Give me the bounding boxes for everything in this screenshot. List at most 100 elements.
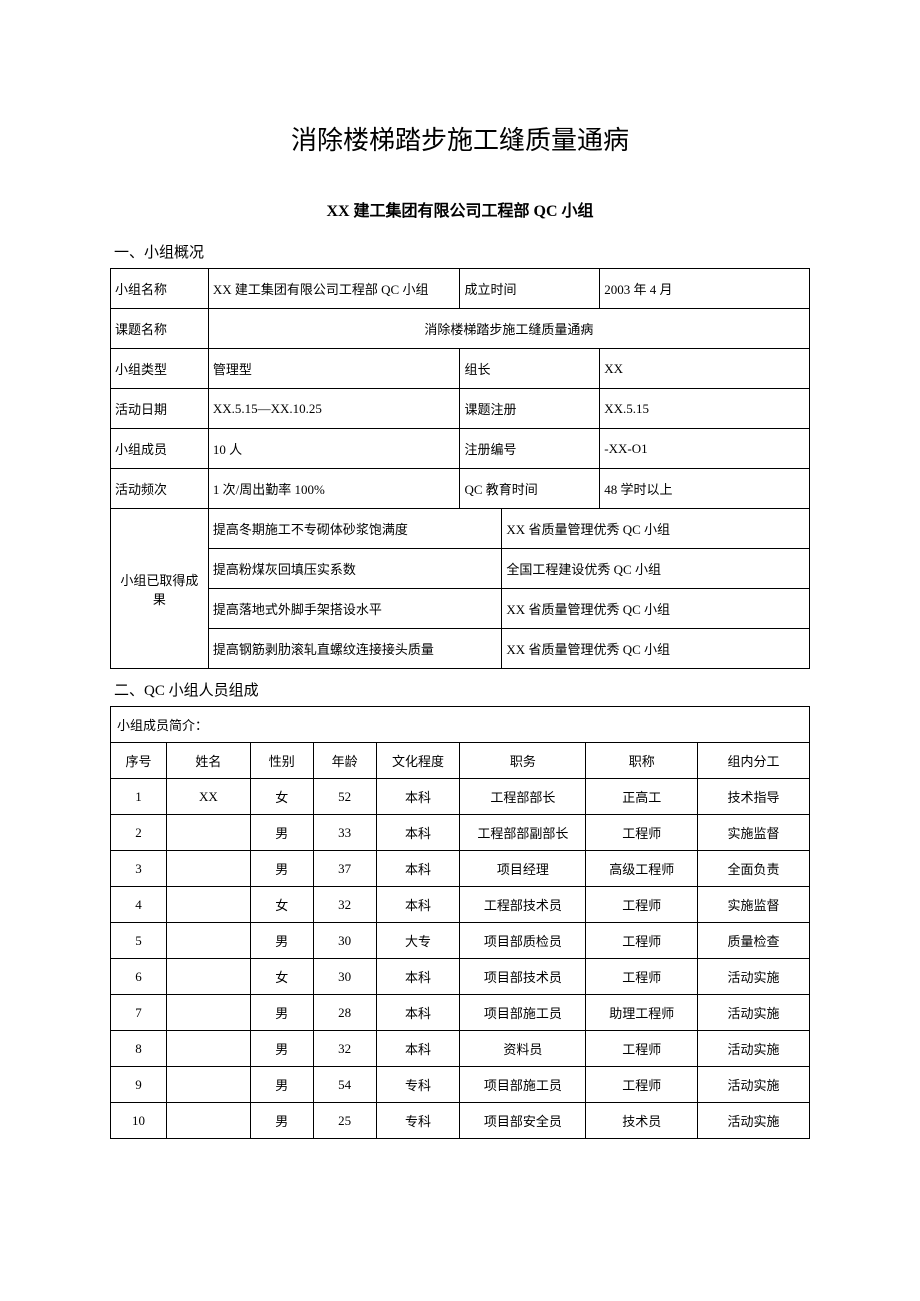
members-cell-8-0: 9 [111, 1067, 167, 1103]
members-cell-0-1: XX [166, 779, 250, 815]
members-cell-0-6: 正高工 [586, 779, 698, 815]
value-reg-no: -XX-O1 [600, 429, 810, 469]
members-cell-3-2: 女 [250, 887, 313, 923]
members-cell-4-2: 男 [250, 923, 313, 959]
members-cell-8-4: 专科 [376, 1067, 460, 1103]
label-topic-name: 课题名称 [111, 309, 209, 349]
members-cell-8-1 [166, 1067, 250, 1103]
label-topic-reg: 课题注册 [460, 389, 600, 429]
section-1-header: 一、小组概况 [114, 241, 810, 262]
members-cell-1-0: 2 [111, 815, 167, 851]
members-cell-9-5: 项目部安全员 [460, 1103, 586, 1139]
document-subtitle: XX 建工集团有限公司工程部 QC 小组 [110, 197, 810, 221]
label-members: 小组成员 [111, 429, 209, 469]
members-cell-6-7: 活动实施 [698, 995, 810, 1031]
members-cell-8-2: 男 [250, 1067, 313, 1103]
members-cell-7-1 [166, 1031, 250, 1067]
members-cell-1-7: 实施监督 [698, 815, 810, 851]
table-row: 5男30大专项目部质检员工程师质量检查 [111, 923, 810, 959]
members-cell-2-0: 3 [111, 851, 167, 887]
members-cell-8-5: 项目部施工员 [460, 1067, 586, 1103]
members-cell-9-2: 男 [250, 1103, 313, 1139]
members-cell-5-1 [166, 959, 250, 995]
table-row: 10男25专科项目部安全员技术员活动实施 [111, 1103, 810, 1139]
members-cell-7-6: 工程师 [586, 1031, 698, 1067]
members-header-1: 姓名 [166, 743, 250, 779]
members-cell-9-1 [166, 1103, 250, 1139]
members-header-row: 序号姓名性别年龄文化程度职务职称组内分工 [111, 743, 810, 779]
section-2-header: 二、QC 小组人员组成 [114, 679, 810, 700]
members-cell-5-0: 6 [111, 959, 167, 995]
members-cell-8-3: 54 [313, 1067, 376, 1103]
label-qc-edu: QC 教育时间 [460, 469, 600, 509]
members-cell-5-4: 本科 [376, 959, 460, 995]
label-frequency: 活动频次 [111, 469, 209, 509]
label-achievements: 小组已取得成果 [111, 509, 209, 669]
table-row: 4女32本科工程部技术员工程师实施监督 [111, 887, 810, 923]
members-header-0: 序号 [111, 743, 167, 779]
value-topic-name: 消除楼梯踏步施工缝质量通病 [208, 309, 809, 349]
members-cell-4-4: 大专 [376, 923, 460, 959]
label-group-name: 小组名称 [111, 269, 209, 309]
label-reg-no: 注册编号 [460, 429, 600, 469]
members-cell-4-5: 项目部质检员 [460, 923, 586, 959]
members-cell-9-6: 技术员 [586, 1103, 698, 1139]
label-establish-time: 成立时间 [460, 269, 600, 309]
members-cell-6-0: 7 [111, 995, 167, 1031]
members-cell-1-4: 本科 [376, 815, 460, 851]
members-cell-8-7: 活动实施 [698, 1067, 810, 1103]
table-row: 3 男37本科项目经理高级工程师全面负责 [111, 851, 810, 887]
achievement-award-1: 全国工程建设优秀 QC 小组 [502, 549, 810, 589]
members-header-3: 年龄 [313, 743, 376, 779]
members-header-2: 性别 [250, 743, 313, 779]
achievement-item-0: 提高冬期施工不专砌体砂浆饱满度 [208, 509, 502, 549]
members-cell-6-3: 28 [313, 995, 376, 1031]
members-cell-3-3: 32 [313, 887, 376, 923]
members-cell-6-4: 本科 [376, 995, 460, 1031]
members-cell-1-1 [166, 815, 250, 851]
members-cell-3-6: 工程师 [586, 887, 698, 923]
members-header-6: 职称 [586, 743, 698, 779]
members-cell-0-2: 女 [250, 779, 313, 815]
members-cell-6-6: 助理工程师 [586, 995, 698, 1031]
value-qc-edu: 48 学时以上 [600, 469, 810, 509]
members-cell-2-3: 37 [313, 851, 376, 887]
members-cell-2-4: 本科 [376, 851, 460, 887]
members-header-5: 职务 [460, 743, 586, 779]
members-cell-7-0: 8 [111, 1031, 167, 1067]
members-cell-0-0: 1 [111, 779, 167, 815]
members-cell-2-5: 项目经理 [460, 851, 586, 887]
members-cell-0-3: 52 [313, 779, 376, 815]
members-cell-6-5: 项目部施工员 [460, 995, 586, 1031]
group-overview-table: 小组名称 XX 建工集团有限公司工程部 QC 小组 成立时间 2003 年 4 … [110, 268, 810, 669]
members-cell-2-6: 高级工程师 [586, 851, 698, 887]
members-cell-5-7: 活动实施 [698, 959, 810, 995]
members-cell-4-1 [166, 923, 250, 959]
members-cell-4-3: 30 [313, 923, 376, 959]
members-header-4: 文化程度 [376, 743, 460, 779]
label-leader: 组长 [460, 349, 600, 389]
members-cell-4-7: 质量检查 [698, 923, 810, 959]
members-cell-6-1 [166, 995, 250, 1031]
members-cell-9-7: 活动实施 [698, 1103, 810, 1139]
members-table: 小组成员简介： 序号姓名性别年龄文化程度职务职称组内分工 1XX女52本科工程部… [110, 706, 810, 1139]
members-cell-6-2: 男 [250, 995, 313, 1031]
members-cell-7-2: 男 [250, 1031, 313, 1067]
value-topic-reg: XX.5.15 [600, 389, 810, 429]
members-cell-2-7: 全面负责 [698, 851, 810, 887]
table-row: 9 男54专科项目部施工员工程师活动实施 [111, 1067, 810, 1103]
value-establish-time: 2003 年 4 月 [600, 269, 810, 309]
members-cell-7-3: 32 [313, 1031, 376, 1067]
achievement-item-2: 提高落地式外脚手架搭设水平 [208, 589, 502, 629]
members-cell-8-6: 工程师 [586, 1067, 698, 1103]
members-intro: 小组成员简介： [111, 707, 810, 743]
members-cell-5-5: 项目部技术员 [460, 959, 586, 995]
members-cell-1-5: 工程部部副部长 [460, 815, 586, 851]
members-cell-1-6: 工程师 [586, 815, 698, 851]
members-cell-4-6: 工程师 [586, 923, 698, 959]
members-cell-0-7: 技术指导 [698, 779, 810, 815]
document-title: 消除楼梯踏步施工缝质量通病 [110, 120, 810, 157]
members-cell-7-4: 本科 [376, 1031, 460, 1067]
members-cell-5-6: 工程师 [586, 959, 698, 995]
members-cell-2-2: 男 [250, 851, 313, 887]
